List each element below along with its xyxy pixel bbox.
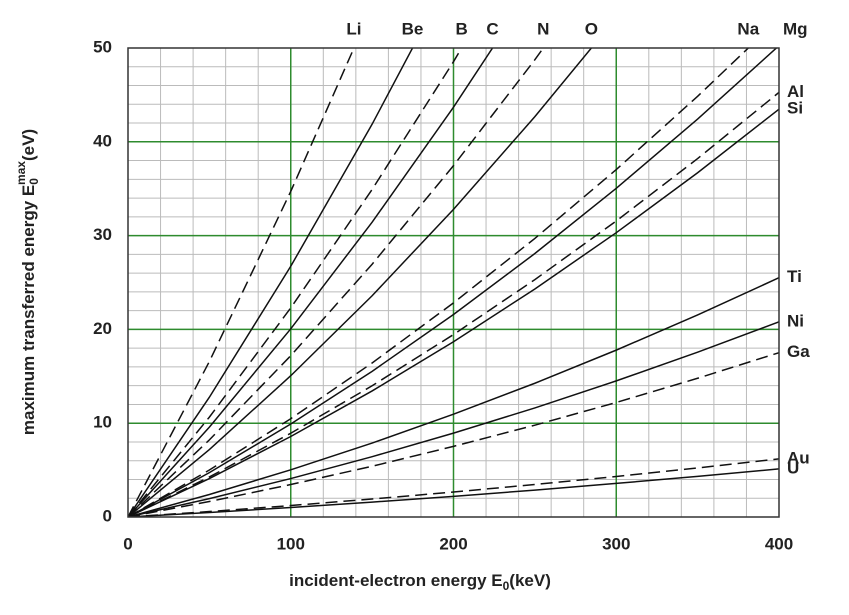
series-line xyxy=(128,321,779,517)
x-tick-label: 300 xyxy=(602,534,630,553)
series-line xyxy=(128,48,545,517)
series-label: Si xyxy=(787,99,803,118)
series-label: B xyxy=(455,19,467,38)
series-line xyxy=(128,351,779,517)
series-label: Be xyxy=(402,19,424,38)
series-line xyxy=(128,48,593,517)
series-label: Ga xyxy=(787,342,810,361)
y-tick-label: 10 xyxy=(93,413,112,432)
series-line xyxy=(128,48,494,517)
series-label: Au xyxy=(787,448,810,467)
series-line xyxy=(128,48,778,517)
series-label: Ni xyxy=(787,311,804,330)
y-tick-label: 50 xyxy=(93,37,112,56)
y-tick-label: 0 xyxy=(103,506,112,525)
series-label: Al xyxy=(787,82,804,101)
x-tick-label: 0 xyxy=(123,534,132,553)
series-line xyxy=(128,108,779,517)
series-line xyxy=(128,48,414,517)
y-tick-label: 30 xyxy=(93,225,112,244)
series-label: C xyxy=(486,19,498,38)
x-axis-title: incident-electron energy E0(keV) xyxy=(289,571,551,593)
series-label: Na xyxy=(737,19,759,38)
plot-frame xyxy=(127,47,780,518)
x-tick-label: 400 xyxy=(765,534,793,553)
y-title-text: maximum transferred energy E xyxy=(19,185,38,435)
x-tick-label: 100 xyxy=(277,534,305,553)
x-title-unit: (keV) xyxy=(509,571,551,590)
y-tick-label: 20 xyxy=(93,319,112,338)
y-title-sup: max xyxy=(14,161,28,185)
y-title-sub: 0 xyxy=(27,178,41,185)
y-title-unit: (eV) xyxy=(19,129,38,161)
series-line xyxy=(128,91,779,517)
x-title-sub: 0 xyxy=(503,579,510,593)
series-line xyxy=(128,48,750,517)
series-line xyxy=(128,458,779,517)
x-tick-label: 200 xyxy=(439,534,467,553)
series-label: O xyxy=(585,19,598,38)
series-label: Li xyxy=(346,19,361,38)
series-label: N xyxy=(537,19,549,38)
series-label: U xyxy=(787,458,799,477)
y-tick-label: 40 xyxy=(93,131,112,150)
plot-lines xyxy=(128,48,779,517)
y-axis-title: maximum transferred energy E0max(eV) xyxy=(14,129,41,435)
series-line xyxy=(128,277,779,517)
series-label: Mg xyxy=(783,19,808,38)
series-label: Ti xyxy=(787,267,802,286)
x-title-text: incident-electron energy E xyxy=(289,571,503,590)
series-line xyxy=(128,468,779,517)
